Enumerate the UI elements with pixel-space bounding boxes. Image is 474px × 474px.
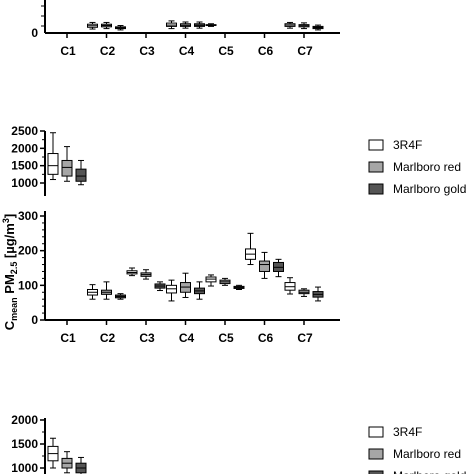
y-axis-label: Cmean PM2.5 [µg/m3] [1, 214, 19, 330]
x-tick-label: C7 [297, 331, 313, 345]
box-Marlboro gold-C6 [273, 258, 284, 278]
box-Marlboro gold-C5 [233, 284, 245, 290]
legend-swatch [368, 470, 384, 474]
legend-swatch [368, 139, 384, 151]
y-tick-label: 1000 [11, 461, 38, 474]
legend-swatch [368, 448, 384, 460]
box-3R4F-C7 [284, 277, 296, 295]
panel-top: 0 C1 C2 C3 C4 C5 C6 C7 [31, 0, 340, 58]
x-ticks [66, 33, 305, 38]
y-tick-label: 300 [18, 209, 38, 223]
box-Marlboro gold [75, 456, 87, 474]
legend-label: Marlboro red [393, 160, 461, 174]
box-Marlboro red [61, 451, 73, 474]
y-ticks: 1000 1500 2000 [11, 413, 45, 474]
x-tick-label: C1 [60, 331, 76, 345]
box-C4 [166, 20, 177, 30]
legend: 3R4F Marlboro red Marlboro gold [368, 138, 466, 196]
box-Marlboro red-C2 [101, 281, 112, 300]
box-Marlboro gold-C7 [312, 286, 324, 302]
box-Marlboro red-C1 [61, 146, 73, 182]
x-tick-label: C7 [297, 44, 313, 58]
legend-label: 3R4F [393, 138, 422, 152]
box-C4 [194, 21, 205, 29]
y-tick-label: 1000 [11, 176, 38, 190]
box-C4 [180, 21, 191, 29]
plot-area [47, 132, 324, 302]
box-3R4F-C3 [126, 267, 138, 277]
legend-label: Marlboro gold [393, 182, 466, 196]
box-iqr [47, 153, 59, 175]
box-Marlboro red-C3 [140, 269, 152, 280]
box-C5 [205, 23, 217, 27]
box-3R4F-C2 [87, 284, 98, 300]
box-C2 [87, 21, 98, 30]
legend: 3R4F Marlboro red Marlboro gold [368, 425, 466, 474]
box-iqr [75, 168, 87, 182]
x-tick-label: C6 [258, 44, 274, 58]
plot-area [47, 437, 87, 474]
box-C7 [284, 21, 296, 29]
y-tick-label: 0 [31, 26, 38, 40]
y-tick-label: 2000 [11, 141, 38, 155]
x-tick-label: C4 [179, 331, 195, 345]
x-tick-labels: C1 C2 C3 C4 C5 C6 C7 [60, 331, 313, 345]
x-tick-label: C3 [139, 44, 155, 58]
x-tick-label: C2 [100, 44, 116, 58]
box-3R4F-C5 [205, 274, 217, 287]
x-tick-label: C6 [258, 331, 274, 345]
box-3R4F-C4 [166, 279, 177, 302]
y-ticks: 1000 1500 2000 2500 0 100 200 300 [11, 124, 45, 327]
box-3R4F-C1 [47, 132, 59, 181]
legend-swatch [368, 161, 384, 173]
x-tick-label: C3 [139, 331, 155, 345]
box-iqr [259, 260, 270, 272]
y-minor-ticks [41, 5, 45, 27]
box-Marlboro red-C5 [219, 277, 231, 286]
y-tick-label: 2500 [11, 124, 38, 138]
box-3R4F-C6 [245, 232, 256, 266]
legend-label: Marlboro red [393, 447, 461, 461]
box-3R4F [47, 437, 59, 469]
box-Marlboro gold-C2 [115, 293, 126, 300]
plot-area [87, 20, 324, 31]
panel-middle: Cmean PM2.5 [µg/m3] 10001500200025000100… [1, 124, 466, 345]
x-tick-label: C5 [218, 331, 234, 345]
x-tick-label: C1 [60, 44, 76, 58]
x-tick-labels: C1 C2 C3 C4 C5 C6 C7 [60, 44, 313, 58]
box-C2 [115, 25, 126, 31]
y-tick-label: 2000 [11, 413, 38, 427]
legend-label: 3R4F [393, 425, 422, 439]
box-Marlboro red-C4 [180, 272, 191, 298]
x-tick-label: C4 [179, 44, 195, 58]
y-tick-label: 200 [18, 244, 38, 258]
box-Marlboro red-C6 [259, 251, 270, 279]
box-Marlboro red-C7 [298, 288, 310, 297]
box-Marlboro gold-C4 [194, 281, 205, 300]
box-Marlboro gold-C1 [75, 159, 87, 186]
panel-bottom: 1000 1500 2000 3R4F Marlboro red Marlboro go… [11, 413, 466, 474]
y-tick-label: 0 [31, 313, 38, 327]
x-tick-label: C5 [218, 44, 234, 58]
y-tick-label: 1500 [11, 437, 38, 451]
box-Marlboro gold-C3 [154, 281, 166, 292]
legend-swatch [368, 426, 384, 438]
y-tick-label: 1500 [11, 159, 38, 173]
y-tick-label: 100 [18, 278, 38, 292]
legend-label: Marlboro gold [393, 469, 466, 474]
box-C7 [312, 24, 324, 31]
x-ticks [66, 320, 305, 325]
box-C7 [298, 22, 310, 30]
x-tick-label: C2 [100, 331, 116, 345]
box-iqr [61, 159, 73, 177]
legend-swatch [368, 183, 384, 195]
box-C2 [101, 21, 112, 30]
